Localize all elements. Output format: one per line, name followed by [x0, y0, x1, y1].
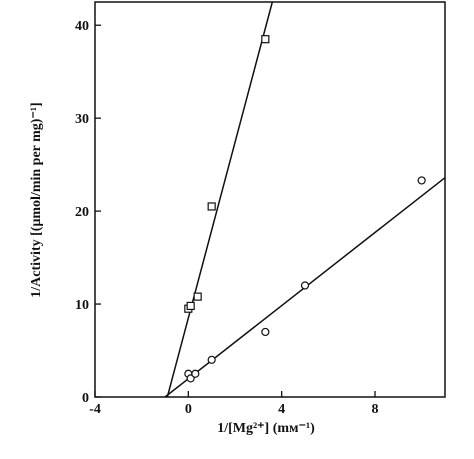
square-point — [186, 301, 195, 311]
square-point — [261, 35, 270, 44]
y-tick-label: 30 — [75, 112, 89, 127]
x-axis-label: 1/[Mg²⁺] (mᴍ⁻¹) — [217, 421, 315, 436]
circle-point — [207, 355, 216, 364]
y-tick-label: 10 — [75, 298, 89, 313]
x-tick-label: -4 — [89, 402, 101, 417]
circle-point — [191, 369, 200, 378]
plot-frame — [94, 1, 446, 398]
x-tick-label: 0 — [185, 402, 192, 417]
x-tick-label: 4 — [278, 402, 285, 417]
circle-point — [261, 327, 270, 337]
y-tick-label: 20 — [75, 205, 89, 220]
fit-line — [166, 1, 274, 398]
x-tick-label: 8 — [372, 402, 379, 417]
square-point — [207, 202, 216, 211]
y-tick-label: 0 — [82, 391, 89, 406]
circle-point — [186, 374, 195, 383]
y-axis-label: 1/Activity [(μmol/min per mg)⁻¹] — [29, 102, 44, 297]
square-point — [193, 292, 202, 301]
circle-point — [300, 281, 310, 290]
y-tick-label: 40 — [75, 19, 89, 34]
circle-point — [417, 176, 426, 185]
